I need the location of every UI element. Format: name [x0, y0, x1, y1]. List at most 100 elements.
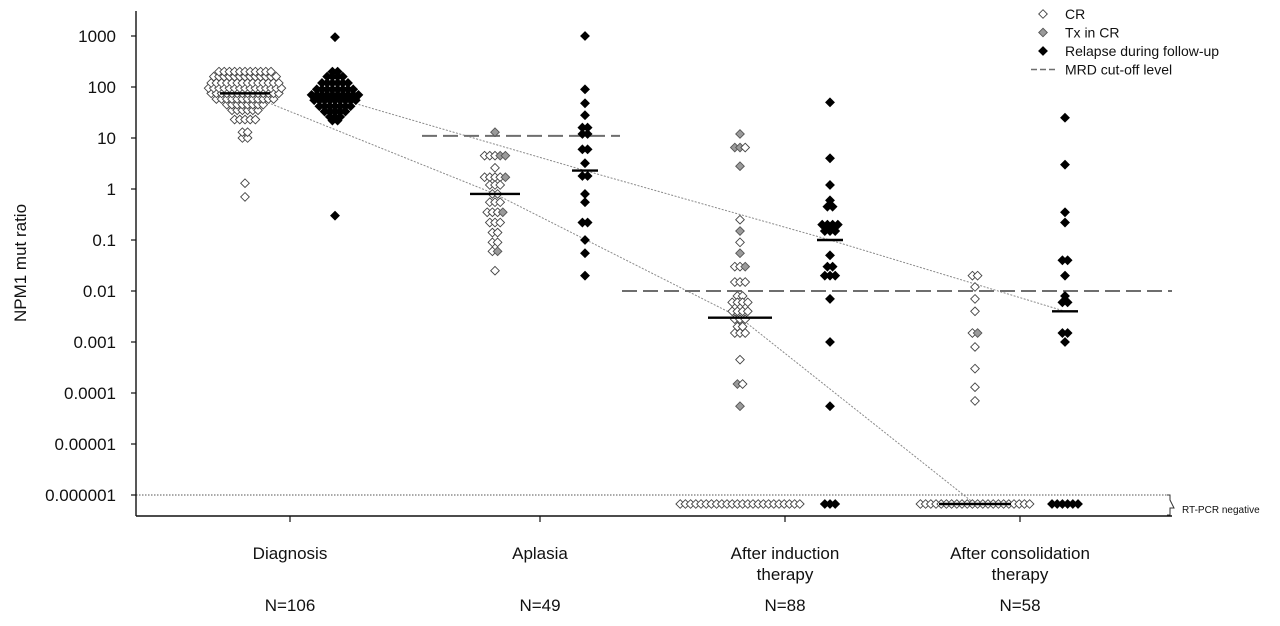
data-point: [1073, 499, 1083, 509]
data-point: [794, 499, 805, 509]
data-point: [1062, 255, 1073, 266]
data-point: [1060, 217, 1070, 228]
data-point: [492, 227, 503, 238]
y-tick-label: 1000: [78, 27, 116, 46]
data-point: [737, 379, 748, 389]
data-point: [492, 237, 503, 248]
data-point: [1024, 499, 1035, 509]
legend: CR Tx in CR Relapse during follow-up MRD cu…: [1031, 6, 1219, 78]
data-point: [970, 293, 980, 304]
data-point: [250, 114, 261, 125]
data-point: [1060, 270, 1070, 281]
data-point: [495, 197, 506, 208]
data-point: [330, 210, 340, 221]
data-point: [335, 111, 346, 122]
data-point: [497, 207, 508, 218]
data-point: [970, 342, 980, 352]
data-point: [972, 328, 983, 338]
data-point: [742, 306, 753, 317]
data-point: [580, 158, 590, 169]
data-point: [240, 191, 250, 202]
legend-label: MRD cut-off level: [1065, 62, 1172, 78]
legend-label: CR: [1065, 6, 1085, 22]
negative-bracket: [1167, 494, 1175, 516]
trend-line: [244, 92, 976, 505]
data-point: [735, 214, 745, 225]
data-point: [580, 98, 590, 109]
data-point: [830, 226, 841, 236]
data-point: [740, 328, 751, 338]
data-point: [242, 127, 253, 138]
data-point: [1062, 328, 1073, 338]
data-point: [735, 161, 745, 172]
data-point: [348, 84, 359, 95]
data-point: [825, 401, 835, 412]
y-tick-label: 0.0001: [64, 384, 116, 403]
data-point: [742, 297, 753, 308]
data-point: [580, 248, 590, 259]
data-point: [495, 217, 506, 228]
mrd-cutoff-lines: [422, 134, 1172, 292]
y-tick-label: 100: [88, 78, 116, 97]
data-point: [825, 153, 835, 164]
data-point: [740, 142, 751, 153]
x-category-label: therapy: [757, 565, 814, 584]
data-point: [1060, 337, 1070, 347]
data-point: [258, 99, 269, 110]
data-point: [500, 150, 511, 161]
x-category-label: Diagnosis: [253, 544, 328, 563]
legend-label: Tx in CR: [1065, 25, 1119, 41]
data-point: [827, 261, 838, 272]
data-point: [345, 101, 356, 112]
data-point: [580, 235, 590, 245]
trend-lines: [244, 92, 1066, 505]
data-point: [830, 270, 841, 281]
data-point: [972, 270, 983, 281]
data-point: [582, 171, 593, 181]
data-point: [240, 178, 250, 189]
data-point: [970, 282, 980, 292]
legend-marker: [1038, 9, 1048, 19]
legend-marker: [1038, 27, 1048, 38]
y-tick-label: 0.000001: [45, 486, 116, 505]
data-point: [490, 265, 500, 276]
y-tick-label: 0.1: [92, 231, 116, 250]
data-point: [582, 129, 593, 139]
data-point: [580, 197, 590, 208]
data-point: [582, 217, 593, 228]
data-point: [735, 237, 745, 248]
data-point: [1060, 159, 1070, 170]
data-point: [580, 189, 590, 199]
data-point: [735, 226, 745, 236]
data-point: [735, 129, 745, 139]
median-bars: [220, 92, 1078, 506]
data-point: [1060, 207, 1070, 218]
legend-marker: [1038, 46, 1048, 56]
y-tick-label: 0.01: [83, 282, 116, 301]
data-point: [825, 250, 835, 261]
data-point: [490, 162, 500, 173]
y-tick-label: 0.001: [73, 333, 116, 352]
y-tick-label: 1: [107, 180, 116, 199]
data-point: [830, 499, 841, 509]
y-tick-label: 10: [97, 129, 116, 148]
y-axis-title: NPM1 mut ratio: [11, 204, 30, 322]
trend-line: [334, 97, 1066, 312]
data-point: [970, 395, 980, 406]
data-point: [1060, 112, 1070, 123]
x-n-label: N=58: [999, 596, 1040, 615]
data-point: [582, 144, 593, 155]
data-point: [825, 97, 835, 108]
data-point: [740, 277, 751, 287]
data-point: [337, 71, 348, 82]
data-point: [825, 337, 835, 347]
data-point: [271, 71, 282, 82]
data-point: [266, 66, 276, 77]
data-point: [580, 84, 590, 95]
y-tick-label: 0.00001: [55, 435, 116, 454]
data-points: [203, 31, 1083, 509]
data-point: [827, 201, 838, 212]
axis-labels: 1000 100 10 1 0.1 0.01 0.001 0.0001 0.00001 0.000…: [11, 27, 1090, 615]
data-point: [492, 246, 503, 257]
data-point: [735, 401, 745, 412]
